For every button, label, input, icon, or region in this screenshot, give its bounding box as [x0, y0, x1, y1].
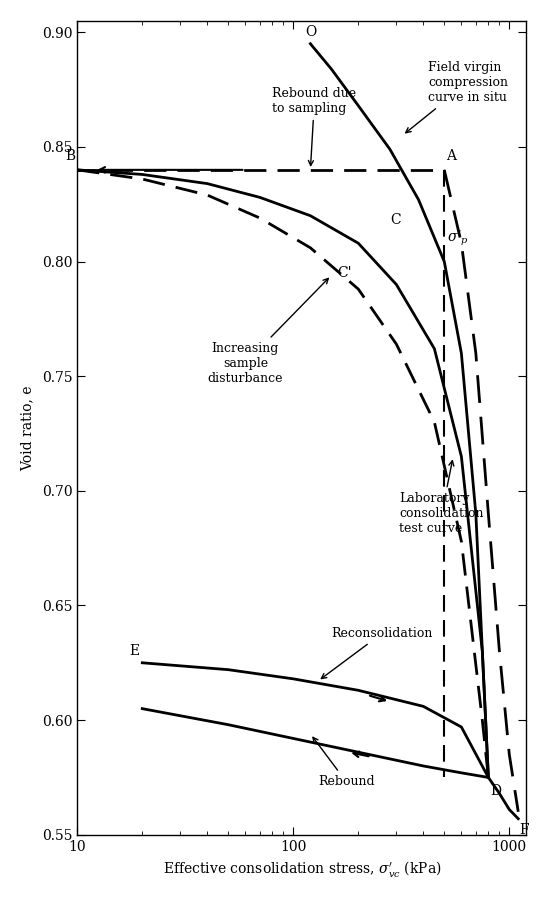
Text: Rebound due
to sampling: Rebound due to sampling	[272, 86, 356, 166]
Y-axis label: Void ratio, e: Void ratio, e	[21, 385, 35, 471]
Text: Field virgin
compression
curve in situ: Field virgin compression curve in situ	[406, 61, 508, 133]
Text: O: O	[305, 25, 316, 40]
Text: Increasing
sample
disturbance: Increasing sample disturbance	[207, 278, 328, 385]
Text: F: F	[519, 824, 529, 837]
Text: C': C'	[337, 266, 352, 280]
Text: B: B	[65, 149, 75, 163]
Text: A: A	[446, 149, 456, 163]
Text: $\sigma'_p$: $\sigma'_p$	[447, 229, 469, 248]
Text: E: E	[129, 644, 140, 658]
Text: C: C	[390, 213, 400, 228]
Text: Reconsolidation: Reconsolidation	[321, 627, 433, 679]
Text: D: D	[490, 784, 501, 798]
X-axis label: Effective consolidation stress, $\sigma^{\prime}_{vc}$ (kPa): Effective consolidation stress, $\sigma^…	[162, 860, 441, 879]
Text: Laboratory
consolidation
test curve: Laboratory consolidation test curve	[399, 461, 484, 536]
Text: Rebound: Rebound	[313, 737, 375, 788]
